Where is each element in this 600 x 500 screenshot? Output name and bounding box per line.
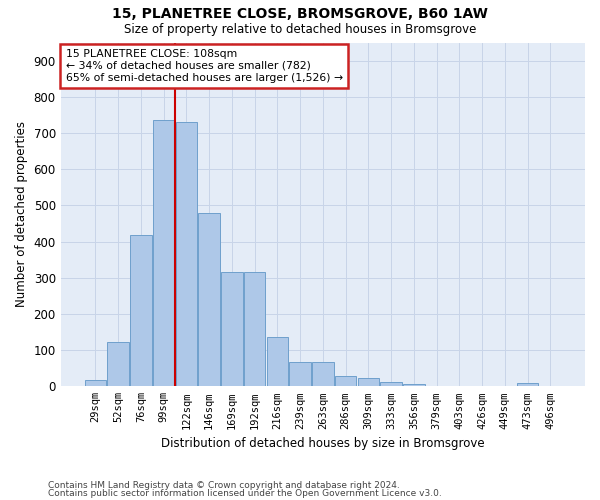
Bar bbox=[358, 378, 379, 386]
Bar bbox=[221, 272, 242, 386]
Bar bbox=[335, 376, 356, 386]
Bar bbox=[85, 380, 106, 386]
Bar bbox=[266, 338, 288, 386]
Text: 15 PLANETREE CLOSE: 108sqm
← 34% of detached houses are smaller (782)
65% of sem: 15 PLANETREE CLOSE: 108sqm ← 34% of deta… bbox=[66, 50, 343, 82]
Text: Size of property relative to detached houses in Bromsgrove: Size of property relative to detached ho… bbox=[124, 22, 476, 36]
Bar bbox=[198, 212, 220, 386]
Y-axis label: Number of detached properties: Number of detached properties bbox=[15, 122, 28, 308]
Text: Contains HM Land Registry data © Crown copyright and database right 2024.: Contains HM Land Registry data © Crown c… bbox=[48, 481, 400, 490]
Bar bbox=[312, 362, 334, 386]
Bar bbox=[289, 362, 311, 386]
Text: 15, PLANETREE CLOSE, BROMSGROVE, B60 1AW: 15, PLANETREE CLOSE, BROMSGROVE, B60 1AW bbox=[112, 8, 488, 22]
Bar bbox=[107, 342, 129, 386]
Bar bbox=[130, 235, 152, 386]
Bar bbox=[403, 384, 425, 386]
X-axis label: Distribution of detached houses by size in Bromsgrove: Distribution of detached houses by size … bbox=[161, 437, 485, 450]
Bar bbox=[153, 120, 175, 386]
Bar bbox=[517, 384, 538, 386]
Bar bbox=[176, 122, 197, 386]
Bar bbox=[244, 272, 265, 386]
Text: Contains public sector information licensed under the Open Government Licence v3: Contains public sector information licen… bbox=[48, 488, 442, 498]
Bar bbox=[380, 382, 402, 386]
